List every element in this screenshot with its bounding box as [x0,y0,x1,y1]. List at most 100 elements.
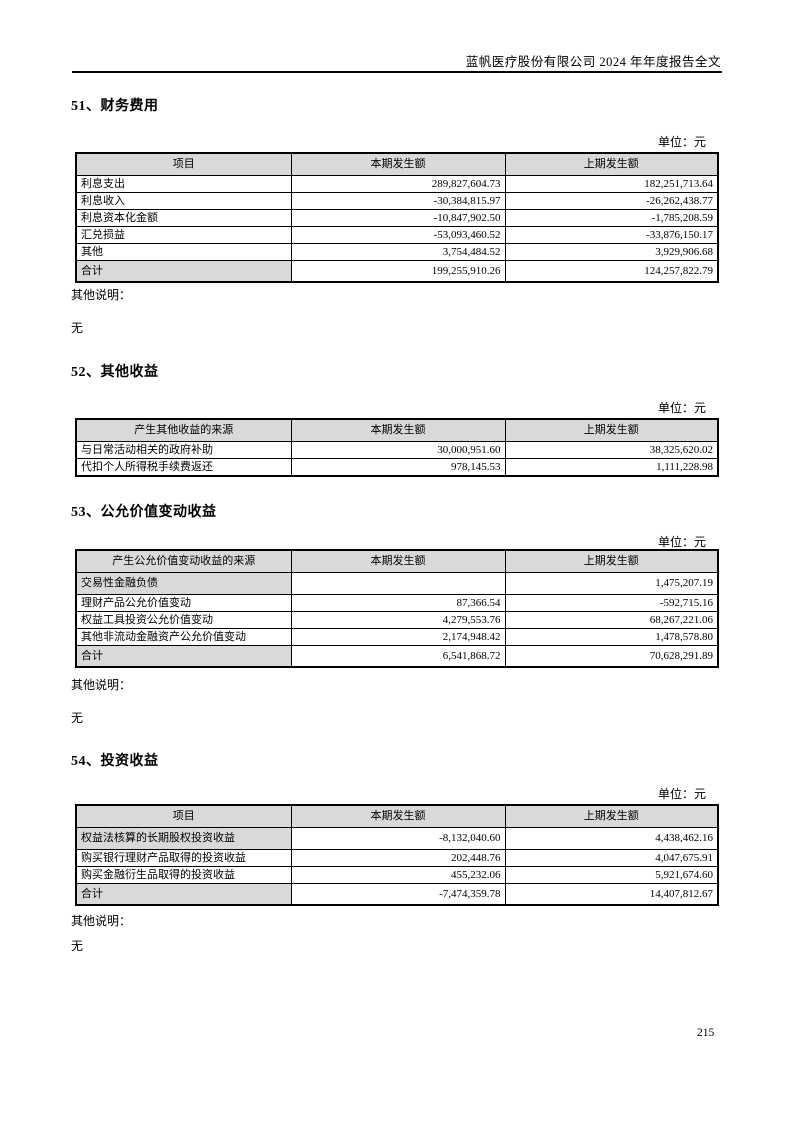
row-label: 利息资本化金额 [75,208,292,227]
section-54-notes-value: 无 [71,939,84,953]
column-header-prior-period: 上期发生额 [504,152,719,176]
row-label: 其他 [75,242,292,261]
column-header-prior-period: 上期发生额 [504,418,719,442]
section-54-unit-label: 单位：元 [657,787,706,801]
row-label: 权益法核算的长期股权投资收益 [75,826,292,850]
section-52-unit-label: 单位：元 [657,401,706,415]
section-54-title: 54、投资收益 [71,754,159,769]
row-label: 利息收入 [75,191,292,210]
row-label: 其他非流动金融资产公允价值变动 [75,627,292,646]
row-label: 汇兑损益 [75,225,292,244]
table-row: 代扣个人所得税手续费返还 978,145.53 1,111,228.98 [75,457,719,476]
column-header-current-period: 本期发生额 [290,549,506,573]
table-row: 权益法核算的长期股权投资收益 -8,132,040.60 4,438,462.16 [75,826,719,850]
prior-period-amount: -1,785,208.59 [504,208,719,227]
current-period-amount: -7,474,359.78 [290,882,506,906]
prior-period-amount: 182,251,713.64 [504,174,719,193]
table-total-row: 合计 199,255,910.26 124,257,822.79 [75,259,719,283]
table-total-row: 合计 -7,474,359.78 14,407,812.67 [75,882,719,906]
prior-period-amount: 4,047,675.91 [504,848,719,867]
prior-period-amount: 38,325,620.02 [504,440,719,459]
section-53-unit-label: 单位：元 [657,535,706,549]
section-53-title: 53、公允价值变动收益 [71,505,217,520]
prior-period-amount: -26,262,438.77 [504,191,719,210]
current-period-amount: 30,000,951.60 [290,440,506,459]
table-total-row: 合计 6,541,868.72 70,628,291.89 [75,644,719,668]
report-header-title: 蓝帆医疗股份有限公司 2024 年年度报告全文 [465,55,721,69]
table-row: 利息资本化金额 -10,847,902.50 -1,785,208.59 [75,208,719,227]
financial-expenses-table: 项目 本期发生额 上期发生额 利息支出 289,827,604.73 182,251… [75,152,719,283]
section-53-notes-value: 无 [71,711,84,725]
prior-period-amount: 3,929,906.68 [504,242,719,261]
row-label: 合计 [75,882,292,906]
current-period-amount: 455,232.06 [290,865,506,884]
current-period-amount: 199,255,910.26 [290,259,506,283]
current-period-amount [290,571,506,595]
table-header-row: 项目 本期发生额 上期发生额 [75,152,719,176]
row-label: 权益工具投资公允价值变动 [75,610,292,629]
table-header-row: 产生公允价值变动收益的来源 本期发生额 上期发生额 [75,549,719,573]
fair-value-change-table: 产生公允价值变动收益的来源 本期发生额 上期发生额 交易性金融负债 1,475,2… [75,549,719,668]
column-header-source: 产生公允价值变动收益的来源 [75,549,292,573]
column-header-source: 产生其他收益的来源 [75,418,292,442]
prior-period-amount: 14,407,812.67 [504,882,719,906]
current-period-amount: -53,093,460.52 [290,225,506,244]
row-label: 购买金融衍生品取得的投资收益 [75,865,292,884]
prior-period-amount: 1,111,228.98 [504,457,719,476]
current-period-amount: 978,145.53 [290,457,506,476]
prior-period-amount: 4,438,462.16 [504,826,719,850]
table-row: 权益工具投资公允价值变动 4,279,553.76 68,267,221.06 [75,610,719,629]
table-row: 汇兑损益 -53,093,460.52 -33,876,150.17 [75,225,719,244]
column-header-current-period: 本期发生额 [290,804,506,828]
section-52-title: 52、其他收益 [71,365,159,380]
current-period-amount: 3,754,484.52 [290,242,506,261]
other-income-table: 产生其他收益的来源 本期发生额 上期发生额 与日常活动相关的政府补助 30,000… [75,418,719,477]
row-label: 与日常活动相关的政府补助 [75,440,292,459]
current-period-amount: 87,366.54 [290,593,506,612]
row-label: 购买银行理财产品取得的投资收益 [75,848,292,867]
table-header-row: 产生其他收益的来源 本期发生额 上期发生额 [75,418,719,442]
row-label: 合计 [75,644,292,668]
current-period-amount: -8,132,040.60 [290,826,506,850]
column-header-prior-period: 上期发生额 [504,804,719,828]
table-row: 理财产品公允价值变动 87,366.54 -592,715.16 [75,593,719,612]
prior-period-amount: -592,715.16 [504,593,719,612]
row-label: 理财产品公允价值变动 [75,593,292,612]
section-51-notes-label: 其他说明： [71,288,132,302]
section-51-unit-label: 单位：元 [657,135,706,149]
current-period-amount: 2,174,948.42 [290,627,506,646]
column-header-item: 项目 [75,804,292,828]
prior-period-amount: 70,628,291.89 [504,644,719,668]
table-row: 利息支出 289,827,604.73 182,251,713.64 [75,174,719,193]
table-header-row: 项目 本期发生额 上期发生额 [75,804,719,828]
current-period-amount: 4,279,553.76 [290,610,506,629]
prior-period-amount: 1,478,578.80 [504,627,719,646]
row-label: 代扣个人所得税手续费返还 [75,457,292,476]
table-row: 购买银行理财产品取得的投资收益 202,448.76 4,047,675.91 [75,848,719,867]
table-row: 利息收入 -30,384,815.97 -26,262,438.77 [75,191,719,210]
table-row: 交易性金融负债 1,475,207.19 [75,571,719,595]
table-row: 其他非流动金融资产公允价值变动 2,174,948.42 1,478,578.80 [75,627,719,646]
column-header-current-period: 本期发生额 [290,418,506,442]
prior-period-amount: 5,921,674.60 [504,865,719,884]
page-number: 215 [697,1027,715,1039]
section-51-notes-value: 无 [71,321,84,335]
current-period-amount: 289,827,604.73 [290,174,506,193]
table-row: 购买金融衍生品取得的投资收益 455,232.06 5,921,674.60 [75,865,719,884]
row-label: 利息支出 [75,174,292,193]
prior-period-amount: 68,267,221.06 [504,610,719,629]
table-row: 与日常活动相关的政府补助 30,000,951.60 38,325,620.02 [75,440,719,459]
row-label: 交易性金融负债 [75,571,292,595]
current-period-amount: -10,847,902.50 [290,208,506,227]
section-53-notes-label: 其他说明： [71,678,132,692]
prior-period-amount: 124,257,822.79 [504,259,719,283]
row-label: 合计 [75,259,292,283]
section-51-title: 51、财务费用 [71,99,159,114]
current-period-amount: 6,541,868.72 [290,644,506,668]
column-header-item: 项目 [75,152,292,176]
current-period-amount: 202,448.76 [290,848,506,867]
section-54-notes-label: 其他说明： [71,914,132,928]
header-divider [72,71,722,73]
current-period-amount: -30,384,815.97 [290,191,506,210]
